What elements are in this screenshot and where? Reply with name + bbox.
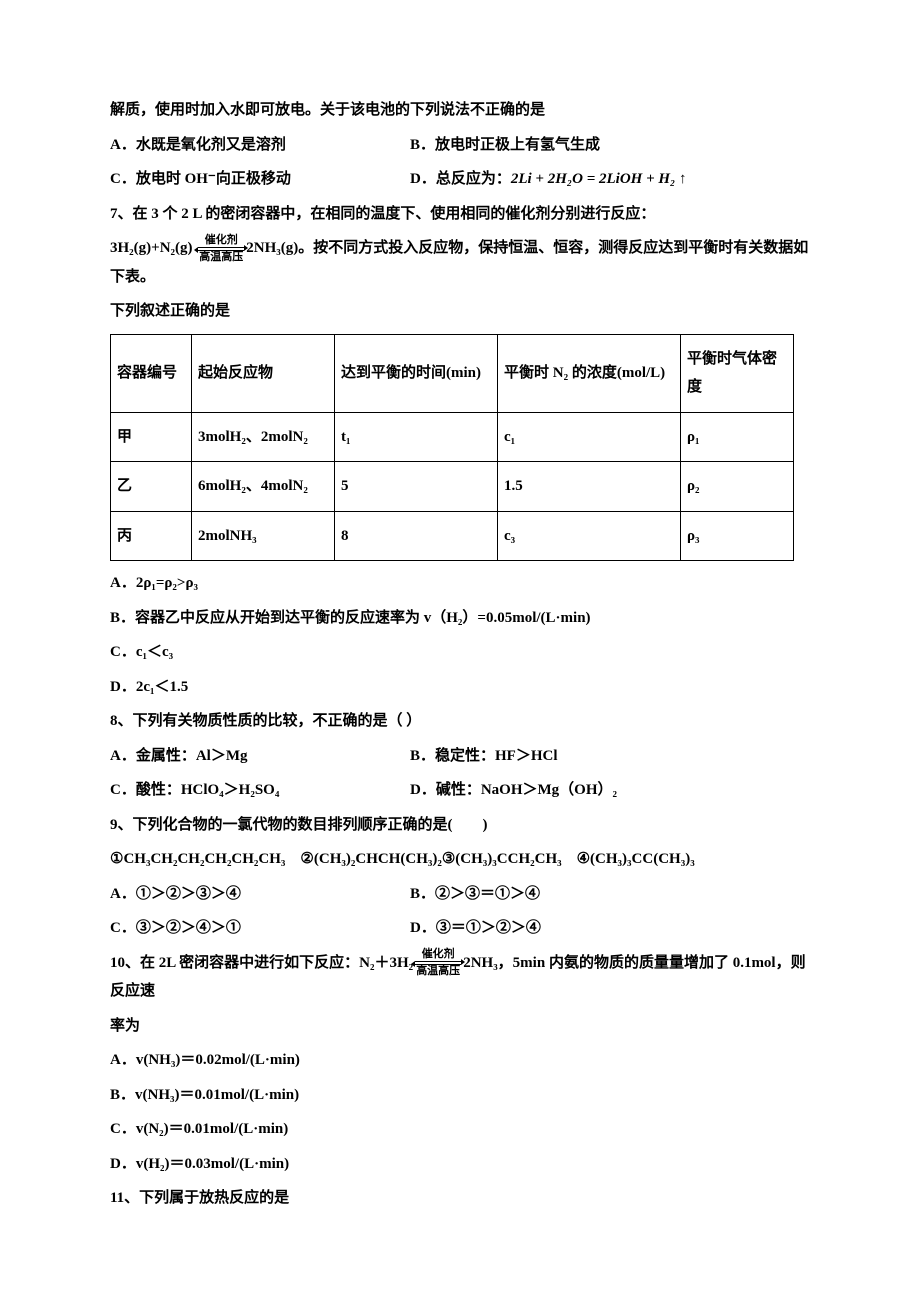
cell: 乙 bbox=[111, 462, 192, 512]
q10-stem1a: 10、在 2L 密闭容器中进行如下反应：N₂＋3H₂ bbox=[110, 955, 413, 971]
q6-opt-b: B．放电时正极上有氢气生成 bbox=[410, 131, 810, 160]
q10-opt-d: D．v(H₂)＝0.03mol/(L·min) bbox=[110, 1150, 810, 1179]
cell: 1.5 bbox=[498, 462, 681, 512]
q8-opt-b: B．稳定性：HF＞HCl bbox=[410, 742, 810, 771]
q11-stem: 11、下列属于放热反应的是 bbox=[110, 1184, 810, 1213]
arrow-top: 催化剂 bbox=[198, 235, 244, 246]
q7-opt-d: D．2c₁＜1.5 bbox=[110, 673, 810, 702]
q8-stem: 8、下列有关物质性质的比较，不正确的是（ ） bbox=[110, 707, 810, 736]
q10-opt-a: A．v(NH₃)＝0.02mol/(L·min) bbox=[110, 1046, 810, 1075]
q7-stem2a: 3H₂(g)+N₂(g) bbox=[110, 240, 196, 256]
q8-row-cd: C．酸性：HClO₄＞H₂SO₄ D．碱性：NaOH＞Mg（OH）₂ bbox=[110, 776, 810, 805]
q9-opt-c: C．③＞②＞④＞① bbox=[110, 914, 410, 943]
cell: ρ₂ bbox=[681, 462, 794, 512]
q10-opt-b: B．v(NH₃)＝0.01mol/(L·min) bbox=[110, 1081, 810, 1110]
cell: 甲 bbox=[111, 412, 192, 462]
th-container: 容器编号 bbox=[111, 334, 192, 412]
q7-table: 容器编号 起始反应物 达到平衡的时间(min) 平衡时 N₂ 的浓度(mol/L… bbox=[110, 334, 794, 562]
cell: 5 bbox=[335, 462, 498, 512]
th-conc: 平衡时 N₂ 的浓度(mol/L) bbox=[498, 334, 681, 412]
q8-opt-a: A．金属性：Al＞Mg bbox=[110, 742, 410, 771]
cell: 3molH₂、2molN₂ bbox=[192, 412, 335, 462]
q10-stem2: 率为 bbox=[110, 1012, 810, 1041]
q6-row-ab: A．水既是氧化剂又是溶剂 B．放电时正极上有氢气生成 bbox=[110, 131, 810, 160]
q10-stem1: 10、在 2L 密闭容器中进行如下反应：N₂＋3H₂催化剂高温高压2NH₃，5m… bbox=[110, 949, 810, 1006]
q9-opt-d: D．③＝①＞②＞④ bbox=[410, 914, 810, 943]
cell: c₃ bbox=[498, 511, 681, 561]
cell: c₁ bbox=[498, 412, 681, 462]
cell: t₁ bbox=[335, 412, 498, 462]
cell: ρ₁ bbox=[681, 412, 794, 462]
q7-opt-b: B．容器乙中反应从开始到达平衡的反应速率为 v（H₂）=0.05mol/(L·m… bbox=[110, 604, 810, 633]
arrow-bot: 高温高压 bbox=[415, 966, 461, 977]
q6-opt-a: A．水既是氧化剂又是溶剂 bbox=[110, 131, 410, 160]
q9-compounds: ①CH₃CH₂CH₂CH₂CH₂CH₃ ②(CH₃)₂CHCH(CH₃)₂③(C… bbox=[110, 845, 810, 874]
q9-row-ab: A．①＞②＞③＞④ B．②＞③＝①＞④ bbox=[110, 880, 810, 909]
cell: ρ₃ bbox=[681, 511, 794, 561]
eq-arrow-icon: 催化剂高温高压 bbox=[196, 235, 246, 263]
arrow-bot: 高温高压 bbox=[198, 252, 244, 263]
q9-row-cd: C．③＞②＞④＞① D．③＝①＞②＞④ bbox=[110, 914, 810, 943]
q7-stem3: 下列叙述正确的是 bbox=[110, 297, 810, 326]
table-row: 乙 6molH₂、4molN₂ 5 1.5 ρ₂ bbox=[111, 462, 794, 512]
q6-row-cd: C．放电时 OH⁻向正极移动 D．总反应为：2Li + 2H₂O = 2LiOH… bbox=[110, 165, 810, 194]
q6-opt-d: D．总反应为：2Li + 2H₂O = 2LiOH + H₂ ↑ bbox=[410, 165, 810, 194]
q7-opt-a: A．2ρ₁=ρ₂>ρ₃ bbox=[110, 569, 810, 598]
q6-intro: 解质，使用时加入水即可放电。关于该电池的下列说法不正确的是 bbox=[110, 96, 810, 125]
q8-opt-c: C．酸性：HClO₄＞H₂SO₄ bbox=[110, 776, 410, 805]
q7-stem2: 3H₂(g)+N₂(g) 催化剂高温高压2NH₃(g)。按不同方式投入反应物，保… bbox=[110, 234, 810, 291]
q6-d-eq: 2Li + 2H₂O = 2LiOH + H₂ ↑ bbox=[511, 171, 687, 187]
q8-row-ab: A．金属性：Al＞Mg B．稳定性：HF＞HCl bbox=[110, 742, 810, 771]
th-reactants: 起始反应物 bbox=[192, 334, 335, 412]
arrow-top: 催化剂 bbox=[415, 949, 461, 960]
q8-opt-d: D．碱性：NaOH＞Mg（OH）₂ bbox=[410, 776, 810, 805]
cell: 6molH₂、4molN₂ bbox=[192, 462, 335, 512]
table-row: 甲 3molH₂、2molN₂ t₁ c₁ ρ₁ bbox=[111, 412, 794, 462]
q10-opt-c: C．v(N₂)＝0.01mol/(L·min) bbox=[110, 1115, 810, 1144]
q7-stem1: 7、在 3 个 2 L 的密闭容器中，在相同的温度下、使用相同的催化剂分别进行反… bbox=[110, 200, 810, 229]
q9-stem: 9、下列化合物的一氯代物的数目排列顺序正确的是( ) bbox=[110, 811, 810, 840]
th-density: 平衡时气体密度 bbox=[681, 334, 794, 412]
q9-opt-b: B．②＞③＝①＞④ bbox=[410, 880, 810, 909]
cell: 2molNH₃ bbox=[192, 511, 335, 561]
q7-opt-c: C．c₁＜c₃ bbox=[110, 638, 810, 667]
cell: 8 bbox=[335, 511, 498, 561]
th-time: 达到平衡的时间(min) bbox=[335, 334, 498, 412]
q9-opt-a: A．①＞②＞③＞④ bbox=[110, 880, 410, 909]
cell: 丙 bbox=[111, 511, 192, 561]
eq-arrow-icon: 催化剂高温高压 bbox=[413, 949, 463, 977]
q6-d-prefix: D．总反应为： bbox=[410, 171, 511, 187]
table-header-row: 容器编号 起始反应物 达到平衡的时间(min) 平衡时 N₂ 的浓度(mol/L… bbox=[111, 334, 794, 412]
table-row: 丙 2molNH₃ 8 c₃ ρ₃ bbox=[111, 511, 794, 561]
q6-opt-c: C．放电时 OH⁻向正极移动 bbox=[110, 165, 410, 194]
